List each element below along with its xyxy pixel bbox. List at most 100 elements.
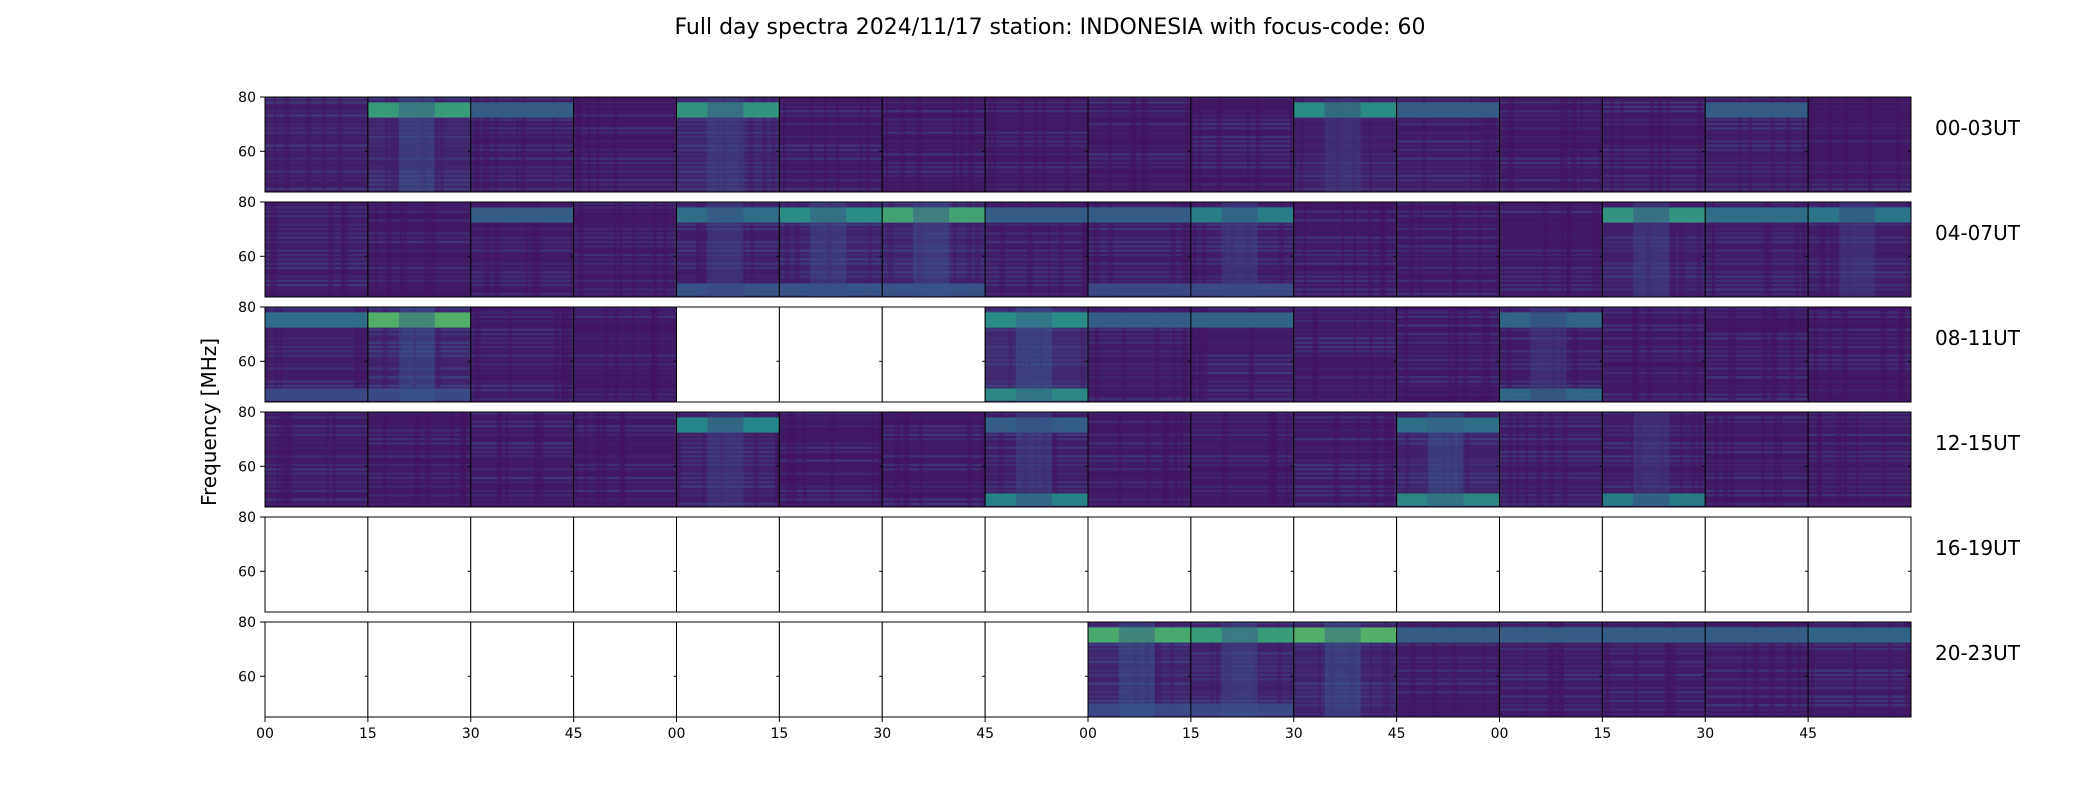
- freq-stripe: [470, 481, 574, 484]
- freq-stripe: [882, 174, 986, 178]
- freq-stripe: [1190, 258, 1294, 261]
- freq-stripe: [265, 253, 368, 257]
- freq-stripe: [1396, 271, 1500, 274]
- time-streak: [1887, 622, 1893, 717]
- freq-stripe: [367, 279, 471, 283]
- freq-stripe: [1705, 337, 1809, 340]
- spectrum-panel: [470, 306, 575, 403]
- freq-stripe: [985, 262, 1088, 265]
- time-streak: [1829, 202, 1834, 297]
- freq-stripe: [1705, 262, 1809, 265]
- freq-stripe: [1499, 219, 1603, 222]
- freq-stripe: [779, 148, 883, 152]
- time-streak: [1059, 202, 1064, 297]
- freq-stripe: [1190, 161, 1294, 165]
- freq-stripe: [1190, 249, 1294, 252]
- freq-stripe: [573, 131, 677, 134]
- freq-stripe: [470, 446, 574, 449]
- time-streak: [337, 97, 343, 192]
- freq-stripe: [265, 328, 368, 331]
- time-streak: [571, 202, 575, 297]
- freq-stripe: [1808, 307, 1911, 310]
- freq-stripe: [1705, 332, 1809, 336]
- time-streak: [343, 202, 349, 297]
- freq-stripe: [1293, 144, 1397, 147]
- time-streak: [1277, 622, 1282, 717]
- time-streak: [1385, 622, 1390, 717]
- freq-stripe: [573, 358, 677, 362]
- freq-stripe: [1602, 292, 1706, 296]
- freq-stripe: [573, 279, 677, 283]
- time-streak: [1465, 412, 1470, 507]
- freq-stripe: [1396, 489, 1500, 493]
- time-streak: [1314, 307, 1317, 402]
- freq-stripe: [1293, 463, 1397, 467]
- freq-stripe: [1293, 350, 1397, 353]
- freq-stripe: [1808, 463, 1911, 467]
- freq-stripe: [1190, 341, 1294, 344]
- time-streak: [552, 97, 555, 192]
- time-streak: [1170, 202, 1177, 297]
- freq-stripe: [779, 127, 883, 130]
- emission-band-upper: [265, 312, 368, 328]
- freq-stripe: [1602, 384, 1706, 388]
- freq-stripe: [1499, 337, 1603, 340]
- time-streak: [1525, 622, 1528, 717]
- freq-stripe: [779, 118, 883, 121]
- freq-stripe: [882, 109, 986, 113]
- freq-stripe: [1293, 219, 1397, 222]
- spectrum-panel-empty: [1602, 517, 1706, 612]
- freq-stripe: [882, 170, 986, 173]
- emission-band-vertical: [913, 202, 950, 297]
- freq-stripe: [1293, 412, 1397, 415]
- freq-stripe: [1088, 622, 1191, 625]
- freq-stripe: [573, 292, 677, 296]
- time-streak: [1403, 307, 1409, 402]
- freq-stripe: [1808, 678, 1911, 681]
- freq-stripe: [1499, 367, 1603, 370]
- time-streak: [1634, 307, 1639, 402]
- time-streak: [1769, 622, 1776, 717]
- freq-stripe: [676, 236, 780, 239]
- freq-stripe: [367, 187, 471, 191]
- freq-stripe: [265, 166, 368, 169]
- chart-title: Full day spectra 2024/11/17 station: IND…: [674, 15, 1425, 40]
- spectrum-panel: [1190, 621, 1295, 718]
- time-streak: [1801, 202, 1806, 297]
- time-streak: [356, 307, 362, 402]
- freq-stripe: [1808, 354, 1911, 357]
- freq-stripe: [676, 494, 780, 497]
- time-streak: [584, 412, 588, 507]
- time-streak: [1452, 202, 1458, 297]
- freq-stripe: [1293, 494, 1397, 497]
- time-streak: [1731, 307, 1737, 402]
- freq-stripe: [1808, 319, 1911, 323]
- time-streak: [1018, 97, 1025, 192]
- freq-stripe: [1808, 665, 1911, 668]
- freq-stripe: [676, 153, 780, 156]
- spectrum-panel: [778, 621, 883, 718]
- freq-stripe: [1190, 459, 1294, 462]
- freq-stripe: [1602, 450, 1706, 454]
- freq-stripe: [1808, 673, 1911, 677]
- freq-stripe: [1602, 240, 1706, 244]
- freq-stripe: [1396, 673, 1500, 677]
- time-streak: [1351, 97, 1356, 192]
- freq-stripe: [1190, 240, 1294, 244]
- time-streak: [1216, 97, 1223, 192]
- freq-stripe: [779, 161, 883, 165]
- freq-stripe: [1293, 704, 1397, 707]
- emission-band-upper: [676, 207, 780, 223]
- freq-stripe: [1808, 712, 1911, 716]
- freq-stripe: [1190, 166, 1294, 169]
- freq-stripe: [470, 266, 574, 270]
- time-streak: [903, 412, 908, 507]
- freq-stripe: [470, 311, 574, 314]
- time-streak: [1774, 412, 1778, 507]
- spectrum-panel: [881, 411, 986, 508]
- freq-stripe: [1088, 148, 1191, 152]
- freq-stripe: [1190, 468, 1294, 471]
- freq-stripe: [882, 498, 986, 501]
- freq-stripe: [265, 240, 368, 244]
- freq-stripe: [1396, 468, 1500, 471]
